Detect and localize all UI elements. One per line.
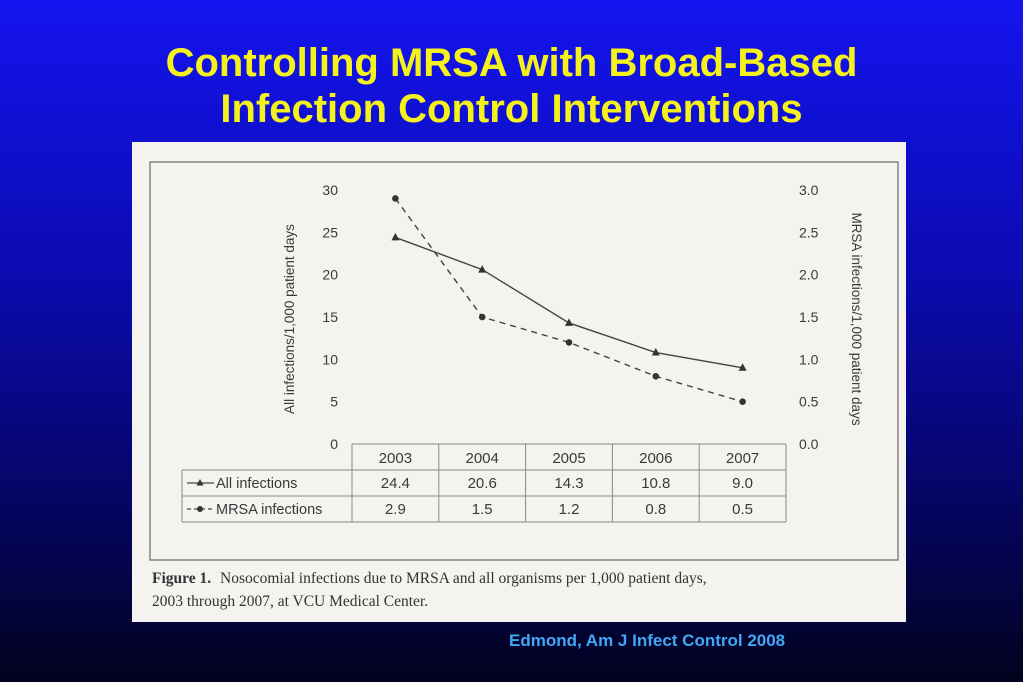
legend-marker-triangle bbox=[196, 479, 204, 486]
right-axis-tick-label: 3.0 bbox=[799, 182, 819, 198]
table-cell-value: 1.2 bbox=[559, 501, 580, 518]
chart-figure: 30 25 20 15 10 5 0 3.0 2.5 2.0 1.5 1.0 0.5 0.0 All inf… bbox=[149, 161, 899, 610]
slide-title: Controlling MRSA with Broad-Based Infect… bbox=[0, 40, 1023, 132]
series-line-all-infections bbox=[395, 236, 743, 369]
figure-caption-line-1: Figure 1. Nosocomial infections due to M… bbox=[152, 570, 707, 587]
left-axis-tick-label: 25 bbox=[322, 224, 338, 240]
left-axis-tick-label: 0 bbox=[330, 436, 338, 452]
left-axis-tick-label: 15 bbox=[322, 309, 338, 325]
figure-frame bbox=[149, 161, 899, 561]
figure-caption-label: Figure 1. bbox=[152, 570, 211, 587]
table-row-label: All infections bbox=[216, 476, 297, 492]
table-cell-value: 0.5 bbox=[732, 501, 753, 518]
data-point-all-infections bbox=[651, 348, 660, 356]
data-point-mrsa-infections bbox=[739, 398, 746, 405]
table-header-year: 2007 bbox=[726, 450, 759, 467]
right-axis-tick-label: 2.0 bbox=[799, 267, 819, 283]
data-point-mrsa-infections bbox=[652, 372, 660, 380]
slide-title-line-1: Controlling MRSA with Broad-Based bbox=[165, 41, 858, 85]
table-header-year: 2003 bbox=[379, 450, 412, 467]
right-axis-tick-label: 0.0 bbox=[799, 436, 819, 452]
data-table: 2003 2004 2005 2006 2007 All infections 24.4 20… bbox=[181, 443, 787, 523]
left-axis-tick-label: 5 bbox=[330, 394, 338, 410]
source-citation: Edmond, Am J Infect Control 2008 bbox=[509, 631, 786, 650]
table-cell-value: 9.0 bbox=[732, 475, 753, 492]
table-cell-value: 2.9 bbox=[385, 501, 406, 518]
data-point-all-infections bbox=[391, 232, 400, 241]
table-row-label: MRSA infections bbox=[216, 502, 322, 518]
data-point-mrsa-infections bbox=[392, 195, 399, 202]
data-point-mrsa-infections bbox=[478, 313, 486, 321]
table-header-year: 2004 bbox=[466, 450, 499, 467]
table-header-year: 2006 bbox=[639, 450, 672, 467]
series-line-mrsa-infections bbox=[394, 198, 743, 403]
left-axis-tick-label: 20 bbox=[322, 267, 338, 283]
table-cell-value: 0.8 bbox=[645, 501, 666, 518]
table-cell-value: 10.8 bbox=[641, 475, 670, 492]
right-axis-tick-label: 0.5 bbox=[799, 394, 819, 410]
table-cell-value: 1.5 bbox=[472, 501, 493, 518]
data-point-all-infections bbox=[478, 265, 487, 273]
legend-marker-circle bbox=[197, 506, 203, 512]
slide-title-line-2: Infection Control Interventions bbox=[220, 87, 803, 131]
chart-series bbox=[391, 195, 747, 405]
left-axis-tick-label: 30 bbox=[322, 182, 338, 198]
right-axis-tick-label: 2.5 bbox=[799, 224, 819, 240]
table-cell-value: 14.3 bbox=[554, 475, 583, 492]
table-header-year: 2005 bbox=[552, 450, 585, 467]
left-axis-tick-label: 10 bbox=[322, 351, 338, 367]
figure-caption-text-1: Nosocomial infections due to MRSA and al… bbox=[220, 570, 707, 587]
chart-axes: 30 25 20 15 10 5 0 3.0 2.5 2.0 1.5 1.0 0.5 0.0 All inf… bbox=[282, 182, 864, 452]
table-cell-value: 24.4 bbox=[381, 475, 410, 492]
data-point-all-infections bbox=[565, 318, 573, 326]
right-axis-title: MRSA infections/1,000 patient days bbox=[849, 212, 864, 425]
data-point-all-infections bbox=[738, 363, 747, 371]
figure-caption-line-2: 2003 through 2007, at VCU Medical Center… bbox=[152, 593, 428, 610]
right-axis-tick-label: 1.5 bbox=[799, 309, 819, 325]
table-cell-value: 20.6 bbox=[468, 475, 497, 492]
figure-scan: 30 25 20 15 10 5 0 3.0 2.5 2.0 1.5 1.0 0.5 0.0 All inf… bbox=[132, 142, 906, 622]
left-axis-title: All infections/1,000 patient days bbox=[282, 224, 297, 414]
data-point-mrsa-infections bbox=[565, 339, 573, 346]
right-axis-tick-label: 1.0 bbox=[799, 351, 819, 367]
